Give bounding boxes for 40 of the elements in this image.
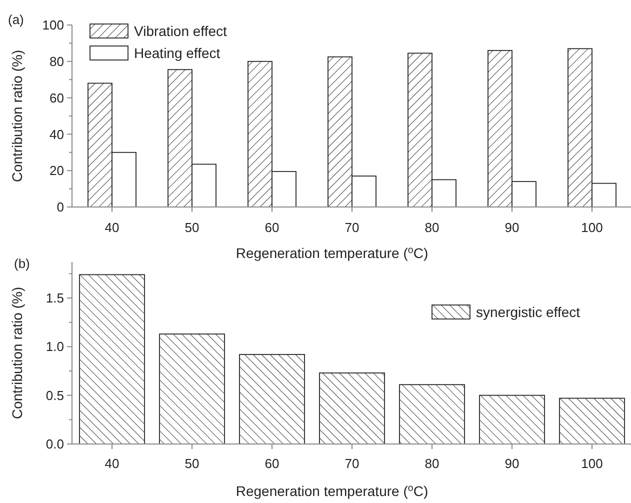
x-tick-label: 100 xyxy=(581,220,603,235)
bar xyxy=(159,334,225,444)
y-axis-title: Contribution ratio (%) xyxy=(9,286,25,420)
chart-title: (a) xyxy=(8,12,24,27)
x-axis-title: Regeneration temperature ($^{o}$C) xyxy=(236,482,428,499)
y-tick-label: 0.0 xyxy=(46,436,64,452)
x-tick-label: 60 xyxy=(264,220,280,235)
bar xyxy=(559,398,625,444)
x-tick-label: 80 xyxy=(424,456,440,471)
legend-label: synergistic effect xyxy=(476,304,580,320)
x-tick-label: 100 xyxy=(581,456,603,471)
x-tick-label: 50 xyxy=(184,456,200,471)
x-tick-label: 40 xyxy=(104,220,120,235)
y-axis-title: Contribution ratio (%) xyxy=(9,50,25,182)
legend-label: Vibration effect xyxy=(134,22,227,39)
y-tick-label: 0.5 xyxy=(46,388,64,403)
x-axis-title: Regeneration temperature ($^{o}$C) xyxy=(236,244,428,261)
legend-label: Heating effect xyxy=(134,44,220,61)
bar xyxy=(479,394,545,444)
bar xyxy=(239,354,305,444)
chart-title: (b) xyxy=(14,256,30,271)
x-tick-label: 90 xyxy=(504,456,520,471)
y-tick-label: 1.5 xyxy=(46,290,64,306)
y-tick-label: 60 xyxy=(50,90,64,106)
y-tick-label: 1.0 xyxy=(46,339,64,354)
x-tick-label: 70 xyxy=(344,456,360,471)
x-tick-label: 80 xyxy=(424,220,440,235)
x-tick-label: 60 xyxy=(264,456,280,471)
y-tick-label: 40 xyxy=(50,126,64,142)
y-tick-label: 0 xyxy=(56,200,64,215)
x-tick-label: 90 xyxy=(504,220,520,235)
y-tick-label: 80 xyxy=(50,54,64,69)
y-tick-label: 20 xyxy=(50,163,64,178)
bar xyxy=(79,274,145,444)
bar xyxy=(319,372,385,444)
x-tick-label: 40 xyxy=(104,456,120,471)
y-tick-label: 100 xyxy=(42,18,64,33)
x-tick-label: 50 xyxy=(184,220,200,235)
bar xyxy=(399,384,465,444)
x-tick-label: 70 xyxy=(344,220,360,235)
